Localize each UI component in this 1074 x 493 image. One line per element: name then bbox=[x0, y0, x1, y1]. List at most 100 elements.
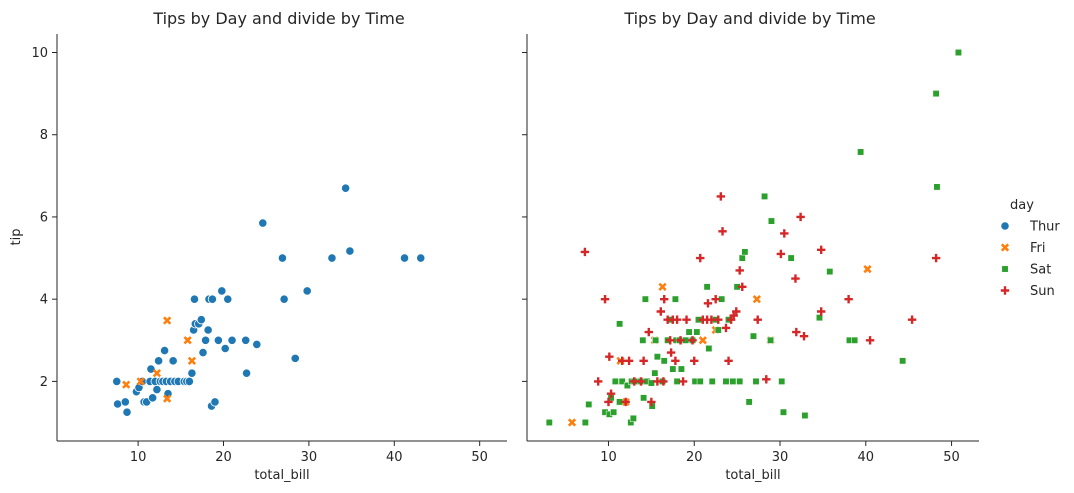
thur-point bbox=[252, 339, 262, 349]
sat-point bbox=[651, 369, 659, 377]
sun-point bbox=[636, 377, 646, 386]
thur-point bbox=[220, 343, 230, 354]
thur-point bbox=[207, 294, 218, 304]
thur-point bbox=[399, 253, 410, 263]
thur-point bbox=[187, 368, 197, 378]
sat-point bbox=[639, 336, 647, 344]
x-tick-label: 30 bbox=[772, 450, 789, 465]
sat-point bbox=[787, 254, 795, 262]
thur-point bbox=[223, 294, 233, 304]
x-tick-label: 50 bbox=[943, 450, 960, 465]
thur-point bbox=[341, 183, 351, 193]
sun-point bbox=[724, 356, 733, 366]
sun-point bbox=[605, 352, 614, 361]
thur-point bbox=[152, 385, 162, 395]
sun-point bbox=[671, 356, 680, 366]
sun-point bbox=[688, 336, 697, 345]
sun-point bbox=[703, 299, 713, 308]
sat-point bbox=[669, 365, 677, 373]
sat-point bbox=[749, 332, 757, 340]
sat-point bbox=[954, 49, 962, 56]
legend-label-thur: Thur bbox=[1029, 220, 1060, 235]
sat-point bbox=[610, 408, 618, 416]
sat-point bbox=[722, 377, 730, 385]
fri-point bbox=[122, 380, 131, 389]
y-tick-label: 6 bbox=[40, 210, 48, 225]
thur-point bbox=[327, 253, 337, 263]
thur-point bbox=[112, 376, 122, 386]
thur-point bbox=[168, 356, 178, 366]
sun-point bbox=[644, 327, 653, 337]
sun-point bbox=[738, 282, 747, 292]
sun-point bbox=[666, 348, 676, 357]
right-panel: Tips by Day and divide by Time 10 20 30 40 5… bbox=[522, 9, 979, 483]
legend-label-sun: Sun bbox=[1030, 284, 1055, 299]
sun-point bbox=[735, 266, 744, 275]
sat-point bbox=[616, 320, 624, 328]
thur-point bbox=[189, 294, 200, 304]
fri-point bbox=[863, 265, 872, 274]
sat-point bbox=[653, 353, 661, 361]
thur-point bbox=[213, 335, 223, 345]
sun-point bbox=[600, 294, 610, 304]
thur-point bbox=[154, 356, 164, 366]
right-panel-title: Tips by Day and divide by Time bbox=[623, 9, 875, 28]
sat-point bbox=[705, 345, 713, 352]
sun-point bbox=[711, 294, 720, 304]
fri-point bbox=[698, 336, 707, 345]
sat-point bbox=[729, 377, 737, 385]
sat-point bbox=[714, 326, 722, 334]
legend: day Thur Fri Sat Sun bbox=[1000, 198, 1060, 299]
fri-point bbox=[163, 394, 172, 403]
x-tick-label: 10 bbox=[130, 450, 147, 465]
sun-point bbox=[659, 377, 668, 386]
sun-point bbox=[621, 397, 630, 407]
thur-point bbox=[146, 364, 156, 374]
sun-point bbox=[624, 356, 634, 366]
sat-point bbox=[899, 357, 907, 365]
sat-point bbox=[660, 357, 668, 365]
sat-point bbox=[767, 336, 775, 344]
left-panel: Tips by Day and divide by Time 10 20 30 40 5… bbox=[9, 9, 507, 483]
sat-point bbox=[685, 328, 693, 336]
sun-point bbox=[792, 327, 801, 337]
sat-point bbox=[779, 408, 787, 416]
sun-point bbox=[678, 377, 688, 386]
thur-point bbox=[277, 253, 288, 263]
fri-point bbox=[187, 356, 197, 365]
sat-point bbox=[703, 283, 711, 291]
sun-point bbox=[690, 356, 699, 366]
thur-point bbox=[120, 397, 130, 407]
sat-point bbox=[932, 90, 940, 98]
thur-point bbox=[241, 335, 251, 345]
sun-point bbox=[776, 249, 786, 259]
x-tick-label: 10 bbox=[600, 450, 617, 465]
x-tick-label: 20 bbox=[215, 450, 232, 465]
sat-point bbox=[745, 398, 753, 406]
sat-point bbox=[851, 336, 859, 344]
thur-point bbox=[279, 294, 289, 304]
sun-point bbox=[660, 294, 669, 304]
x-tick-label: 50 bbox=[471, 450, 488, 465]
y-axis-label: tip bbox=[9, 229, 24, 246]
sat-point bbox=[585, 400, 593, 408]
thur-point bbox=[200, 335, 211, 345]
legend-items: Thur Fri Sat Sun bbox=[1000, 220, 1060, 299]
sat-point bbox=[545, 419, 553, 426]
sat-point bbox=[611, 377, 619, 385]
y-tick-label: 8 bbox=[40, 128, 48, 143]
legend-marker-fri bbox=[1000, 243, 1010, 252]
sun-point bbox=[580, 247, 590, 257]
sun-point bbox=[732, 307, 741, 316]
fri-point bbox=[163, 316, 172, 325]
sat-point bbox=[677, 365, 685, 373]
thur-point bbox=[113, 399, 123, 409]
sun-point bbox=[676, 336, 685, 345]
sat-point bbox=[671, 295, 679, 303]
legend-marker-sun bbox=[1000, 286, 1010, 295]
legend-title: day bbox=[1010, 198, 1034, 213]
sun-point bbox=[696, 253, 705, 263]
sun-point bbox=[816, 307, 826, 316]
thur-point bbox=[302, 286, 312, 296]
